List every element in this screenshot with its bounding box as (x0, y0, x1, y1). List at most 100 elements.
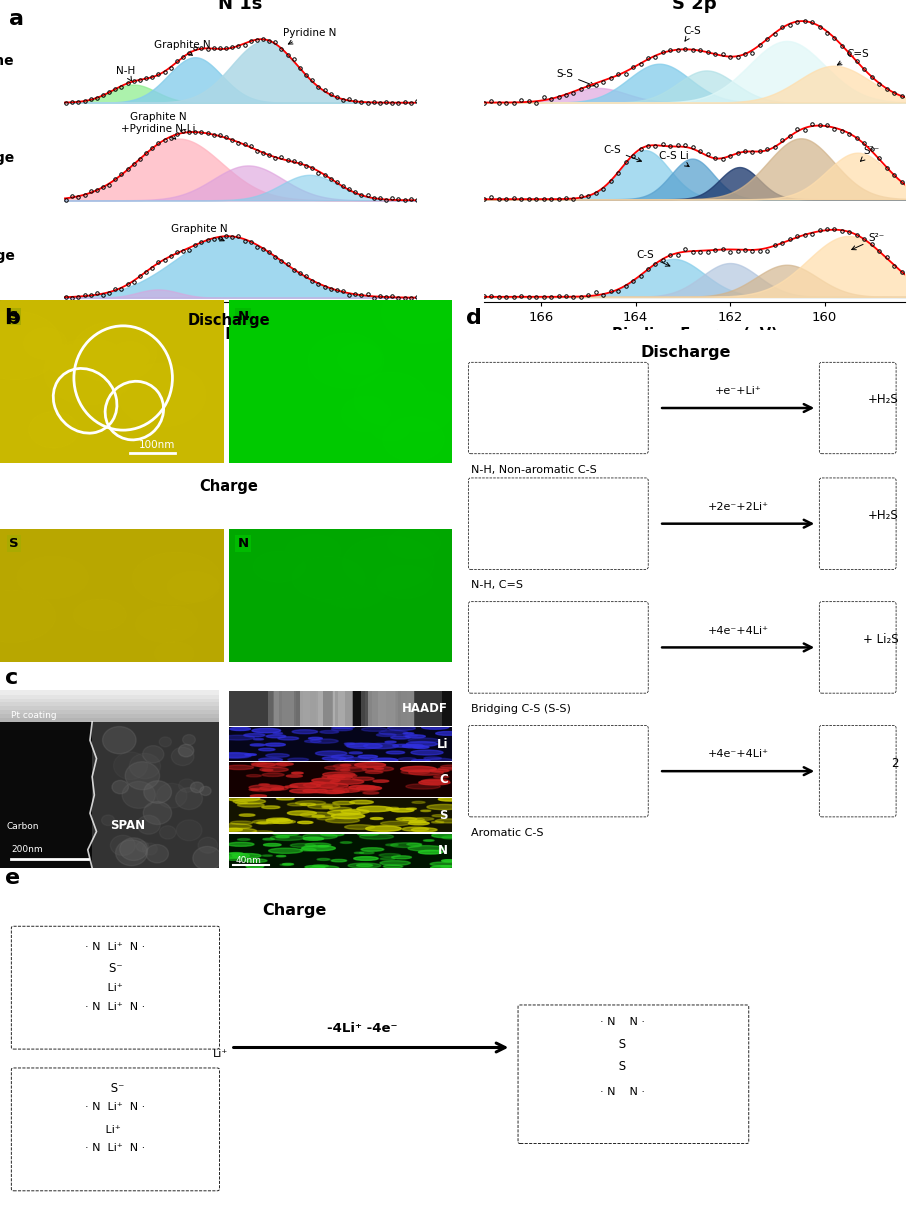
Point (345, 647, 359, 666)
Point (424, 561, 439, 580)
Point (155, 305, 170, 324)
Point (274, 303, 289, 323)
Point (315, 559, 330, 578)
Point (122, 354, 137, 374)
Point (101, 302, 115, 322)
Point (0, 438, 12, 457)
Point (106, 583, 121, 602)
Point (15, 562, 29, 582)
Point (316, 348, 331, 368)
Point (74, 442, 89, 462)
Point (5, 550, 19, 569)
Point (58, 611, 72, 630)
Point (313, 451, 327, 470)
Point (338, 540, 353, 560)
Point (6, 352, 21, 371)
Point (394, 588, 409, 607)
Point (22, 585, 37, 604)
Point (195, 442, 209, 462)
Point (139, 296, 154, 316)
Point (182, 632, 197, 652)
Point (190, 646, 205, 665)
Point (114, 415, 129, 434)
Point (96, 399, 111, 418)
Point (48, 293, 62, 312)
Point (390, 295, 405, 314)
Point (242, 596, 257, 615)
Point (77, 422, 91, 441)
Point (345, 418, 359, 438)
Point (246, 598, 260, 618)
Point (336, 398, 351, 417)
Point (330, 398, 345, 417)
Point (116, 324, 131, 343)
Point (265, 332, 280, 352)
Point (101, 435, 115, 455)
Point (45, 550, 59, 569)
Point (314, 314, 329, 334)
Point (343, 559, 357, 578)
Point (47, 353, 61, 372)
Point (14, 549, 28, 568)
Point (141, 420, 155, 439)
Point (221, 339, 236, 358)
Point (314, 577, 328, 596)
Point (53, 546, 68, 566)
Point (195, 575, 209, 595)
Point (401, 573, 416, 592)
Point (156, 374, 171, 393)
Point (298, 363, 313, 382)
Point (27, 336, 41, 355)
Point (333, 360, 347, 380)
Point (9, 550, 24, 569)
Point (388, 523, 403, 543)
Point (123, 413, 138, 433)
Point (344, 542, 358, 561)
Point (314, 290, 329, 310)
Point (92, 592, 107, 612)
Point (254, 536, 269, 555)
Point (394, 617, 409, 636)
Point (212, 530, 227, 549)
Point (352, 602, 367, 621)
Point (172, 650, 186, 670)
Point (341, 540, 356, 560)
Point (42, 426, 57, 445)
Point (156, 310, 171, 329)
Point (184, 384, 198, 404)
Point (162, 596, 176, 615)
Point (425, 627, 440, 647)
Point (405, 341, 420, 360)
Point (440, 580, 454, 600)
Point (342, 384, 356, 404)
Point (277, 590, 292, 609)
Point (413, 533, 428, 553)
Point (46, 406, 60, 426)
Point (297, 302, 312, 322)
Point (97, 536, 112, 555)
Point (47, 411, 61, 430)
Point (60, 404, 75, 423)
Point (90, 291, 105, 311)
Point (284, 353, 299, 372)
Point (11, 391, 26, 410)
Point (324, 313, 339, 332)
Point (358, 446, 373, 465)
Point (341, 566, 356, 585)
Point (42, 383, 57, 403)
Point (367, 574, 382, 594)
Point (344, 325, 358, 345)
Point (388, 522, 402, 542)
Point (23, 562, 37, 582)
Point (186, 557, 201, 577)
Point (389, 312, 404, 331)
Point (413, 578, 428, 597)
Point (396, 582, 410, 601)
Point (210, 323, 225, 342)
Point (82, 438, 97, 457)
Point (112, 562, 126, 582)
Point (331, 376, 345, 395)
Point (12, 405, 27, 424)
Point (156, 589, 171, 608)
Point (2, 601, 16, 620)
